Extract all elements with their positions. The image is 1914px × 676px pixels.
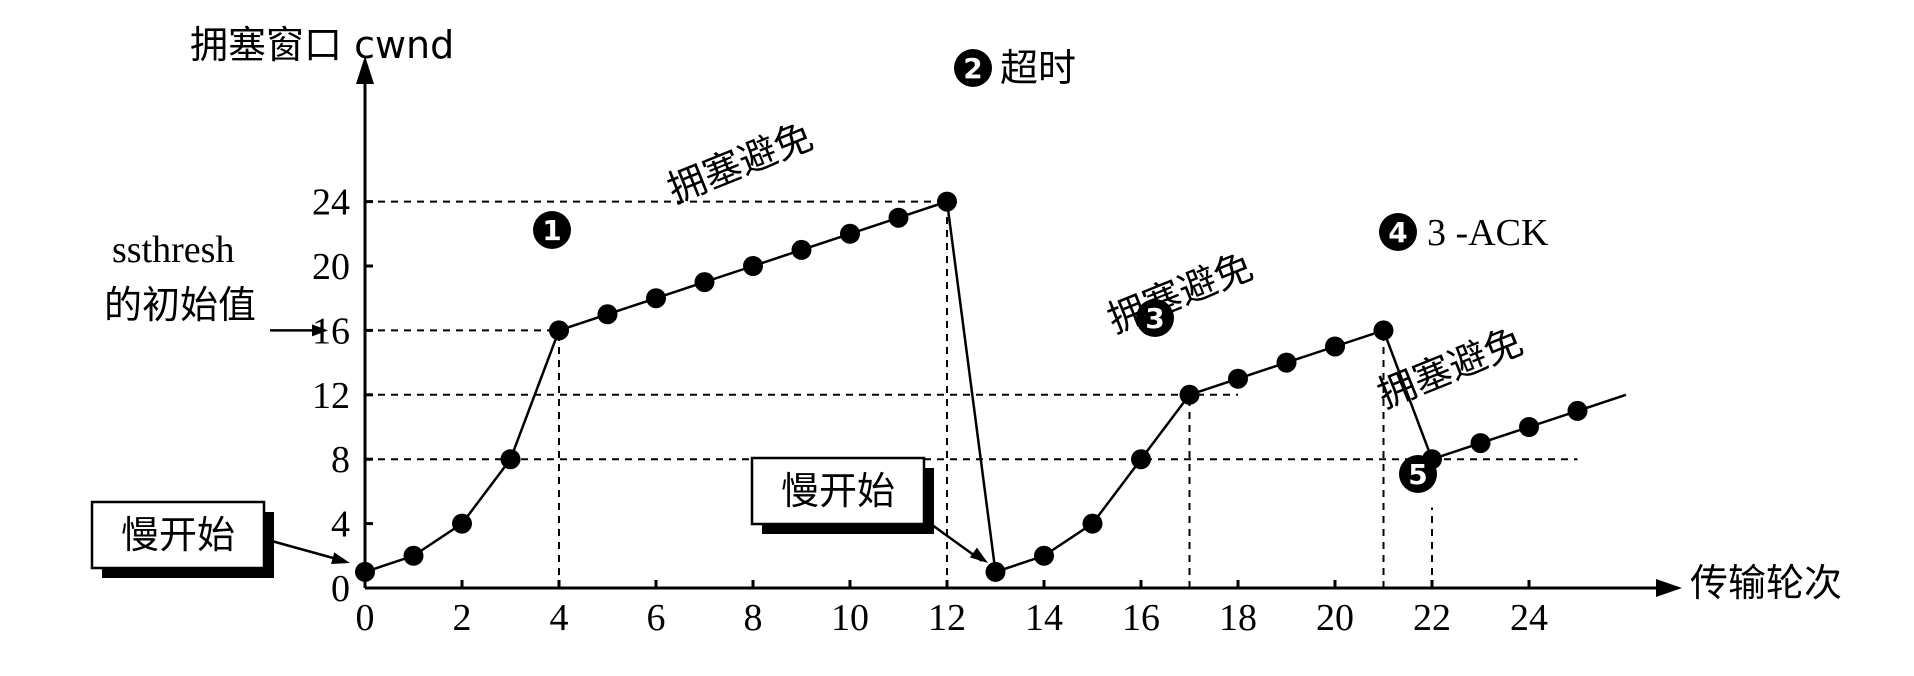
x-tick-label: 12 [928,597,966,639]
data-point [1470,433,1491,454]
event-badge-number: 2 [963,52,982,85]
y-tick-label: 12 [312,375,350,417]
phase-label: 拥塞避免 [661,114,818,212]
data-point [985,561,1006,582]
x-tick-label: 14 [1025,597,1063,639]
event-label: 超时 [1000,46,1076,90]
x-tick-label: 10 [831,597,869,639]
data-point [1325,336,1345,357]
x-tick-label: 8 [744,597,763,639]
data-point [1179,384,1200,405]
data-point [694,272,715,293]
data-point [1519,417,1539,437]
y-axis-label: 拥塞窗口 cwnd [190,23,454,67]
y-tick-label: 8 [331,439,350,481]
x-tick-label: 18 [1219,597,1257,639]
x-tick-label: 2 [453,597,472,639]
event-badge-2 [954,49,992,87]
data-point [549,320,569,341]
data-point [452,513,472,534]
phase-label: 拥塞避免 [1101,244,1258,342]
slow-start-label: 慢开始 [781,469,895,513]
data-point [403,545,424,566]
y-tick-label: 0 [331,568,350,610]
data-point [840,223,860,244]
event-badge-number: 5 [1408,458,1427,491]
x-tick-label: 20 [1316,597,1354,639]
x-tick-label: 0 [356,597,375,639]
ssthresh-arrowhead [312,324,328,337]
y-tick-label: 24 [312,182,350,224]
y-tick-label: 4 [331,504,350,546]
slow-start-arrowhead [331,552,350,564]
data-point [888,207,909,228]
x-axis-label: 传输轮次 [1690,561,1842,605]
slow-start-box [90,500,266,570]
x-tick-label: 16 [1122,597,1160,639]
data-point [597,304,618,325]
data-point [1082,513,1103,534]
data-point [1034,545,1054,566]
guide-lines [365,200,1578,588]
y-axis-arrowhead [356,56,374,84]
ssthresh-label-line1: ssthresh [112,229,234,271]
event-label: 3 -ACK [1427,212,1549,254]
event-badge-4 [1379,213,1417,251]
data-point [1228,368,1248,389]
event-badge-number: 4 [1388,216,1407,249]
x-tick-label: 22 [1413,597,1451,639]
data-point [937,191,957,212]
data-point [1567,400,1588,421]
event-badge-3 [1136,299,1174,337]
cwnd-series [355,191,1627,582]
axes [356,56,1682,597]
event-badge-number: 3 [1145,302,1164,335]
x-axis-arrowhead [1656,579,1682,597]
phase-label: 拥塞避免 [1371,319,1528,417]
slow-start-label: 慢开始 [121,513,235,557]
event-badge-number: 1 [542,214,561,247]
event-badge-1 [533,211,571,249]
slow-start-arrowhead [969,547,988,563]
slow-start-box [750,456,926,526]
data-point [500,449,521,470]
event-badge-5 [1399,455,1437,493]
data-point [1373,320,1394,341]
data-point [1131,449,1151,470]
ssthresh-label-line2: 的初始值 [104,283,256,327]
slow-start-arrow [267,538,345,563]
y-tick-label: 20 [312,246,350,288]
data-point [1276,352,1297,373]
x-tick-label: 6 [647,597,666,639]
data-point [646,288,666,309]
data-point [743,256,763,276]
data-point [355,561,375,582]
x-tick-label: 4 [550,597,569,639]
x-tick-label: 24 [1510,597,1548,639]
data-point [791,239,812,260]
